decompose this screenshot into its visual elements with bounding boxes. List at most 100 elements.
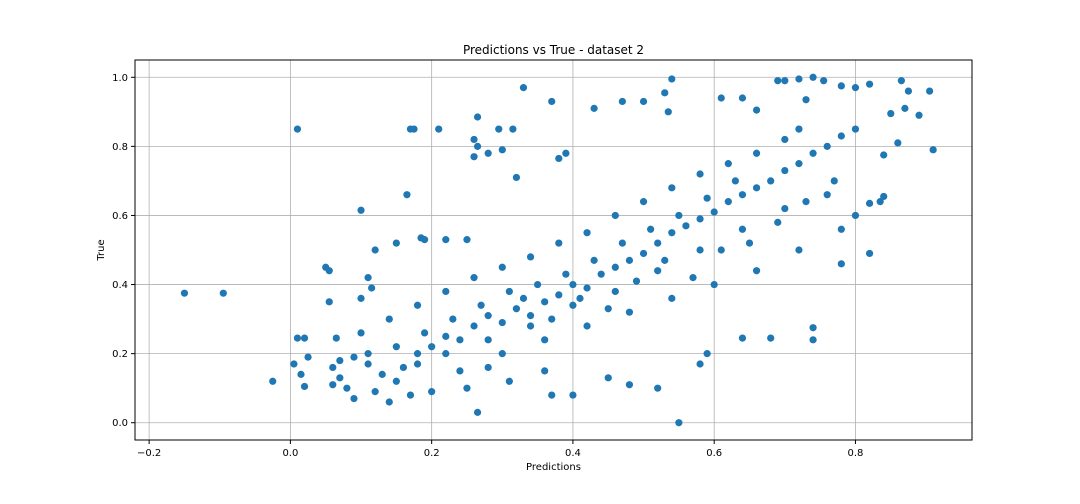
scatter-point bbox=[738, 191, 747, 199]
scatter-point bbox=[611, 211, 619, 220]
scatter-point bbox=[470, 153, 478, 161]
scatter-point bbox=[809, 336, 817, 344]
scatter-point bbox=[668, 75, 676, 83]
scatter-point bbox=[350, 394, 358, 403]
scatter-point bbox=[269, 377, 277, 385]
scatter-point bbox=[897, 77, 905, 85]
scatter-point bbox=[675, 419, 683, 427]
scatter-point bbox=[696, 170, 704, 178]
scatter-point bbox=[357, 294, 365, 302]
x-axis-title: Predictions bbox=[526, 462, 581, 473]
scatter-point bbox=[802, 96, 810, 104]
y-tick-label: 0.2 bbox=[112, 349, 128, 360]
scatter-point bbox=[647, 225, 655, 233]
scatter-point bbox=[541, 336, 549, 344]
scatter-point bbox=[904, 87, 913, 95]
scatter-point bbox=[781, 204, 789, 213]
scatter-point bbox=[403, 191, 411, 199]
scatter-point bbox=[509, 125, 517, 133]
scatter-point bbox=[590, 256, 598, 264]
scatter-point bbox=[435, 125, 443, 133]
scatter-point bbox=[604, 305, 612, 313]
scatter-point bbox=[470, 274, 478, 282]
scatter-point bbox=[625, 381, 634, 389]
scatter-point bbox=[901, 104, 909, 112]
scatter-point bbox=[774, 77, 782, 85]
y-axis-title: True bbox=[96, 239, 107, 261]
scatter-point bbox=[880, 192, 888, 201]
scatter-point bbox=[428, 388, 436, 396]
scatter-point bbox=[526, 312, 535, 320]
scatter-point bbox=[484, 363, 492, 372]
scatter-point bbox=[555, 291, 563, 299]
scatter-point bbox=[297, 370, 305, 378]
scatter-point bbox=[526, 322, 535, 330]
scatter-point bbox=[654, 239, 662, 247]
scatter-point bbox=[498, 350, 506, 358]
scatter-point bbox=[519, 84, 528, 92]
scatter-point bbox=[583, 284, 591, 292]
scatter-point bbox=[392, 343, 400, 351]
scatter-point bbox=[413, 360, 422, 368]
scatter-point bbox=[611, 263, 619, 271]
scatter-point bbox=[583, 229, 591, 237]
scatter-point bbox=[406, 391, 415, 399]
scatter-point bbox=[703, 194, 711, 202]
x-tick-label: 0.6 bbox=[706, 448, 722, 459]
y-tick-label: 0.6 bbox=[112, 211, 128, 222]
scatter-point bbox=[752, 184, 761, 192]
scatter-point bbox=[293, 125, 302, 133]
scatter-point bbox=[781, 166, 789, 175]
scatter-point bbox=[661, 256, 669, 264]
scatter-point bbox=[625, 256, 634, 264]
scatter-point bbox=[378, 370, 386, 378]
scatter-point bbox=[512, 305, 521, 313]
scatter-point bbox=[442, 236, 450, 244]
scatter-point bbox=[371, 388, 379, 396]
scatter-point bbox=[300, 382, 309, 391]
scatter-point bbox=[541, 367, 549, 375]
scatter-point bbox=[473, 142, 482, 150]
scatter-point bbox=[830, 177, 838, 185]
scatter-point bbox=[304, 353, 312, 361]
scatter-point bbox=[498, 263, 506, 271]
scatter-point bbox=[428, 343, 436, 351]
scatter-point bbox=[477, 301, 485, 309]
scatter-point bbox=[851, 125, 860, 133]
scatter-point bbox=[781, 135, 789, 144]
scatter-point bbox=[463, 236, 471, 244]
scatter-point bbox=[484, 336, 492, 344]
scatter-point bbox=[569, 391, 577, 399]
scatter-point bbox=[357, 329, 365, 337]
scatter-point bbox=[470, 322, 478, 330]
scatter-point bbox=[512, 173, 521, 182]
scatter-point bbox=[781, 77, 789, 85]
x-tick-label: −0.2 bbox=[137, 448, 161, 459]
scatter-point bbox=[325, 267, 333, 275]
scatter-point bbox=[767, 177, 775, 185]
scatter-point bbox=[865, 249, 874, 258]
scatter-point bbox=[752, 106, 761, 114]
scatter-point bbox=[555, 239, 563, 247]
scatter-point bbox=[495, 125, 503, 133]
scatter-point bbox=[661, 89, 669, 97]
scatter-point bbox=[534, 280, 542, 289]
scatter-point bbox=[809, 149, 817, 157]
axis-ticks: −0.2 0.0 0.2 0.4 0.6 0.8 0.0 0.2 0.4 0.6 0.8 1.0 bbox=[112, 73, 863, 459]
scatter-point bbox=[519, 294, 528, 302]
scatter-point bbox=[364, 274, 372, 282]
scatter-point bbox=[498, 318, 506, 327]
scatter-point bbox=[350, 353, 358, 361]
scatter-point bbox=[410, 125, 418, 133]
scatter-point bbox=[682, 222, 690, 230]
scatter-point bbox=[795, 246, 803, 254]
scatter-point bbox=[774, 218, 782, 226]
scatter-point bbox=[654, 384, 662, 392]
scatter-point bbox=[668, 184, 676, 192]
scatter-point bbox=[293, 334, 302, 342]
scatter-point bbox=[625, 308, 634, 316]
scatter-point bbox=[639, 249, 648, 258]
scatter-point bbox=[865, 199, 874, 207]
scatter-point bbox=[823, 142, 831, 150]
